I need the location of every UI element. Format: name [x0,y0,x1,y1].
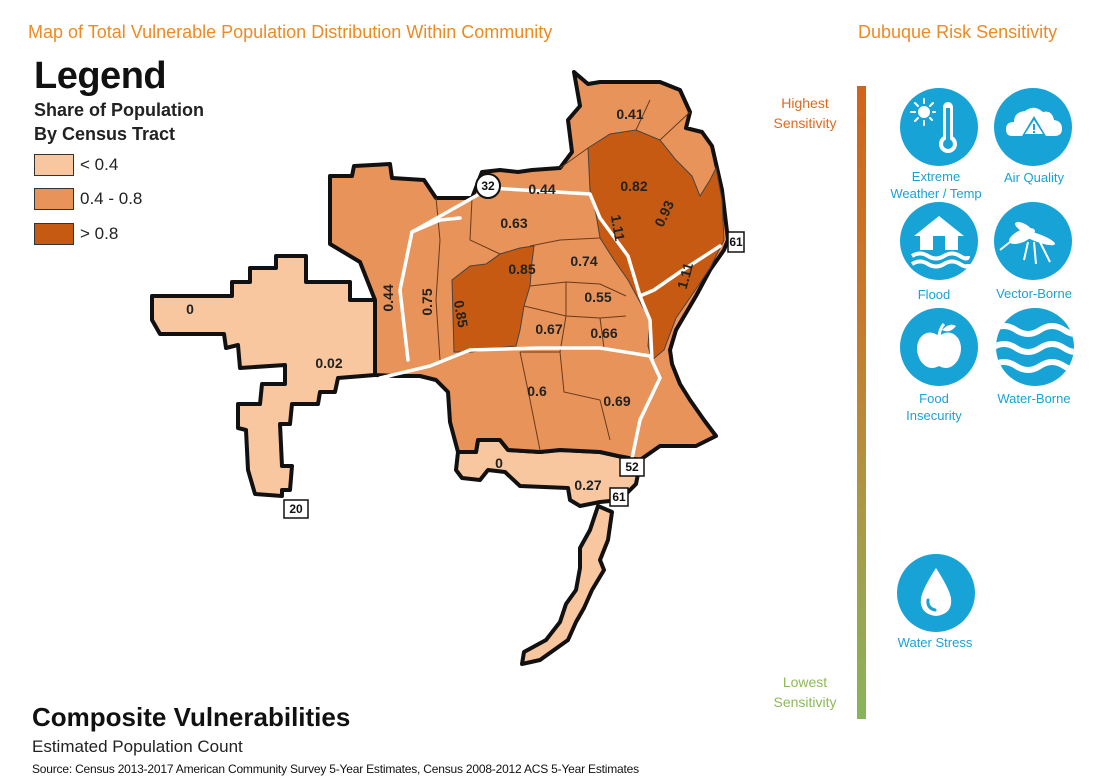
highway-roads [288,186,722,498]
highway-52-shield: 52 [619,457,645,477]
extreme-weather-line2: Weather / Temp [890,186,982,201]
waves-icon [996,308,1074,386]
highest-line2: Sensitivity [773,115,837,131]
thermometer-sun-icon [900,88,978,166]
legend-swatch-low [34,154,74,176]
tract-value: 0.6 [527,383,547,399]
map-title: Map of Total Vulnerable Population Distr… [28,22,553,42]
legend-label-medium: 0.4 - 0.8 [80,189,143,208]
legend-swatch-medium [34,188,74,210]
sensitivity-gradient-bar [857,86,866,719]
food-insecurity-line2: Insecurity [906,408,962,423]
highway-32-shield: 32 [475,173,501,199]
tract-value: 0 [495,455,503,471]
legend-subtitle-line1: Share of Population [34,100,205,120]
tract-northeast-dark [587,129,725,361]
panel-title: Dubuque Risk Sensitivity [858,22,1058,42]
apple-icon [900,308,978,386]
lowest-sensitivity-label: Lowest Sensitivity [760,672,850,712]
highway-61-south-shield: 61 [609,487,629,507]
extreme-weather-label: Extreme Weather / Temp [876,168,996,202]
footer-subtitle: Estimated Population Count [32,737,243,756]
water-stress-label: Water Stress [897,635,973,650]
footer-title: Composite Vulnerabilities [32,702,351,732]
food-insecurity-line1: Food [919,391,949,406]
highest-line1: Highest [781,95,829,111]
tract-value: 0.85 [508,261,535,277]
water-borne-label: Water-Borne [997,391,1071,406]
legend-label-high: > 0.8 [80,224,119,243]
tract-value: 0.44 [528,181,555,197]
tract-value: 1.11 [608,213,628,242]
extreme-weather-line1: Extreme [911,169,961,184]
lowest-line1: Lowest [782,674,828,690]
tract-west-light [150,254,377,498]
legend-item-low: < 0.4 [34,153,118,177]
tract-south-lobe [520,504,614,666]
footer-source: Source: Census 2013-2017 American Commun… [32,762,639,776]
highway-61-south-label: 61 [612,490,626,504]
highest-sensitivity-label: Highest Sensitivity [760,93,850,133]
air-quality-label: Air Quality [1004,170,1064,185]
tract-value: 0.74 [570,253,597,269]
legend-title: Legend [34,55,167,97]
lowest-line2: Sensitivity [773,694,837,710]
tract-value: 0.67 [535,321,562,337]
tract-value: 0.27 [574,477,601,493]
highway-20-label: 20 [289,502,303,516]
tract-value: 0.75 [419,288,435,315]
legend-item-medium: 0.4 - 0.8 [34,187,142,211]
highway-20-shield: 20 [283,499,309,519]
legend-swatch-high [34,223,74,245]
food-insecurity-label: Food Insecurity [888,390,980,424]
tract-value: 0.85 [451,299,472,329]
highway-61-north-shield: 61 [727,231,745,253]
tract-value: 0.63 [500,215,527,231]
highway-32-label: 32 [481,179,495,193]
highway-61-north-label: 61 [729,235,743,249]
legend-label-low: < 0.4 [80,155,119,174]
tract-value: 0.44 [380,284,396,311]
tract-value: 0.69 [603,393,630,409]
tract-value: 0.41 [616,106,643,122]
tract-value: 0.82 [620,178,647,194]
tract-value: 0 [186,301,194,317]
tract-value: 0.66 [590,325,617,341]
legend-item-high: > 0.8 [34,222,118,246]
legend-subtitle-line2: By Census Tract [34,124,176,144]
cloud-warning-icon [994,88,1072,166]
tract-value: 0.02 [315,355,342,371]
mosquito-icon [994,202,1072,280]
highway-52-label: 52 [625,460,639,474]
house-flood-icon [900,202,978,280]
vector-borne-label: Vector-Borne [996,286,1072,301]
water-drop-icon [897,554,975,632]
tract-value: 1.11 [674,261,696,291]
tract-value: 0.55 [584,289,611,305]
flood-label: Flood [917,287,951,302]
